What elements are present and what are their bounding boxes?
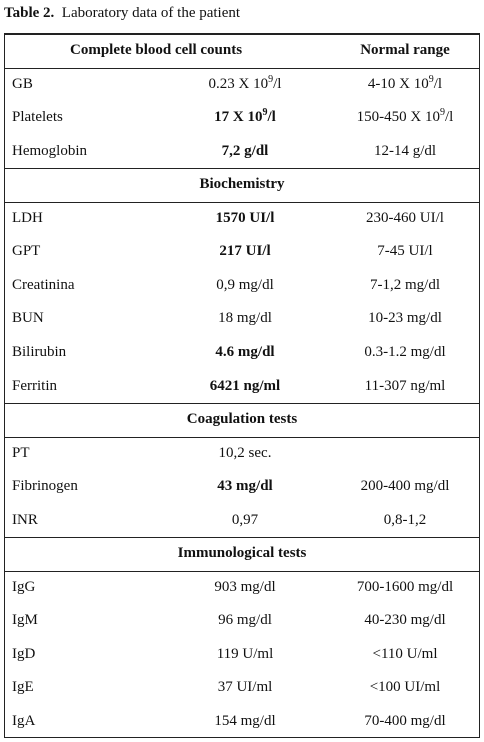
table-cell: 700-1600 mg/dl — [356, 578, 454, 595]
cell-text: /l — [433, 75, 443, 92]
rule — [4, 201, 480, 203]
table-cell: BUN — [12, 310, 44, 327]
table-cell: IgE — [12, 679, 34, 696]
table-cell: 96 mg/dl — [218, 612, 272, 629]
table-cell: 37 UI/ml — [217, 679, 273, 696]
table-cell: Fibrinogen — [12, 478, 78, 495]
rule — [4, 436, 480, 438]
right-border — [479, 33, 480, 738]
superscript: 9 — [428, 73, 434, 85]
left-border — [4, 33, 5, 738]
section-title: Coagulation tests — [186, 411, 298, 428]
table-cell: PT — [12, 444, 30, 461]
table-cell: 0,97 — [231, 511, 259, 528]
table-cell: <110 U/ml — [372, 645, 438, 662]
superscript: 9 — [262, 107, 268, 119]
table-caption: Table 2. Laboratory data of the patient — [4, 5, 240, 22]
caption-text: Laboratory data of the patient — [61, 5, 241, 21]
table-cell: 7-1,2 mg/dl — [370, 276, 440, 293]
column-header: Normal range — [360, 42, 450, 58]
table-cell: 4.6 mg/dl — [215, 343, 275, 360]
caption-label: Table 2. — [4, 5, 55, 21]
table-cell: Hemoglobin — [12, 142, 87, 159]
cell-text: 0.23 X 10 — [208, 75, 269, 92]
table-cell: 230-460 UI/l — [366, 209, 444, 226]
table-cell: 0.23 X 109/l — [145, 73, 345, 93]
section-title: Biochemistry — [199, 176, 285, 193]
table-cell: 903 mg/dl — [214, 578, 276, 595]
rule — [4, 570, 480, 572]
table-cell: IgG — [12, 578, 36, 595]
rule — [4, 33, 480, 35]
table-cell: 150-450 X 109/l — [305, 107, 484, 126]
table-cell: Platelets — [12, 109, 63, 126]
table-cell: 10,2 sec. — [218, 444, 272, 461]
table-cell: 1570 UI/l — [215, 209, 275, 226]
table-cell: 6421 ng/ml — [209, 377, 281, 394]
cell-text: 4-10 X 10 — [367, 75, 429, 92]
rule — [4, 537, 480, 539]
table-cell: <100 UI/ml — [369, 679, 441, 696]
rule — [4, 168, 480, 170]
table-cell: IgD — [12, 645, 36, 662]
table-cell: INR — [12, 511, 38, 528]
table-cell: 43 mg/dl — [217, 478, 273, 495]
table-cell: 119 U/ml — [216, 645, 274, 662]
cell-text: /l — [444, 109, 454, 126]
table-cell: Ferritin — [12, 377, 57, 394]
table-cell: 217 UI/l — [219, 243, 271, 260]
table-cell: 11-307 ng/ml — [364, 377, 446, 394]
table-cell: 40-230 mg/dl — [364, 612, 446, 629]
table-cell: 18 mg/dl — [218, 310, 272, 327]
superscript: 9 — [439, 107, 445, 119]
table-cell: 0.3-1.2 mg/dl — [364, 343, 446, 360]
table-cell: 12-14 g/dl — [373, 142, 437, 159]
column-header: Complete blood cell counts — [70, 42, 243, 58]
table-cell: Creatinina — [12, 276, 75, 293]
table-cell: GPT — [12, 243, 41, 260]
table-cell: 200-400 mg/dl — [360, 478, 450, 495]
cell-text: /l — [267, 109, 276, 126]
rule — [4, 403, 480, 405]
table-cell: 154 mg/dl — [214, 713, 276, 729]
cell-text: /l — [273, 75, 282, 92]
table-cell: Bilirubin — [12, 343, 67, 360]
cell-text: 17 X 10 — [214, 109, 263, 126]
table-cell: IgM — [12, 612, 38, 629]
section-title: Immunological tests — [177, 545, 307, 562]
table-cell: 0,8-1,2 — [383, 511, 427, 528]
table-cell: 7-45 UI/l — [377, 243, 433, 260]
table-cell: GB — [12, 75, 33, 92]
table-cell: 7,2 g/dl — [221, 142, 269, 159]
superscript: 9 — [268, 73, 274, 85]
table-cell: 0,9 mg/dl — [216, 276, 274, 293]
table-cell: 4-10 X 109/l — [305, 73, 484, 93]
table-cell: 70-400 mg/dl — [364, 713, 446, 729]
table-cell: 10-23 mg/dl — [368, 310, 442, 327]
cell-text: 150-450 X 10 — [356, 109, 440, 126]
table-cell: LDH — [12, 209, 43, 226]
table-cell: 17 X 109/l — [145, 107, 345, 126]
table-cell: IgA — [12, 713, 36, 729]
rule — [4, 736, 480, 738]
rule — [4, 67, 480, 69]
